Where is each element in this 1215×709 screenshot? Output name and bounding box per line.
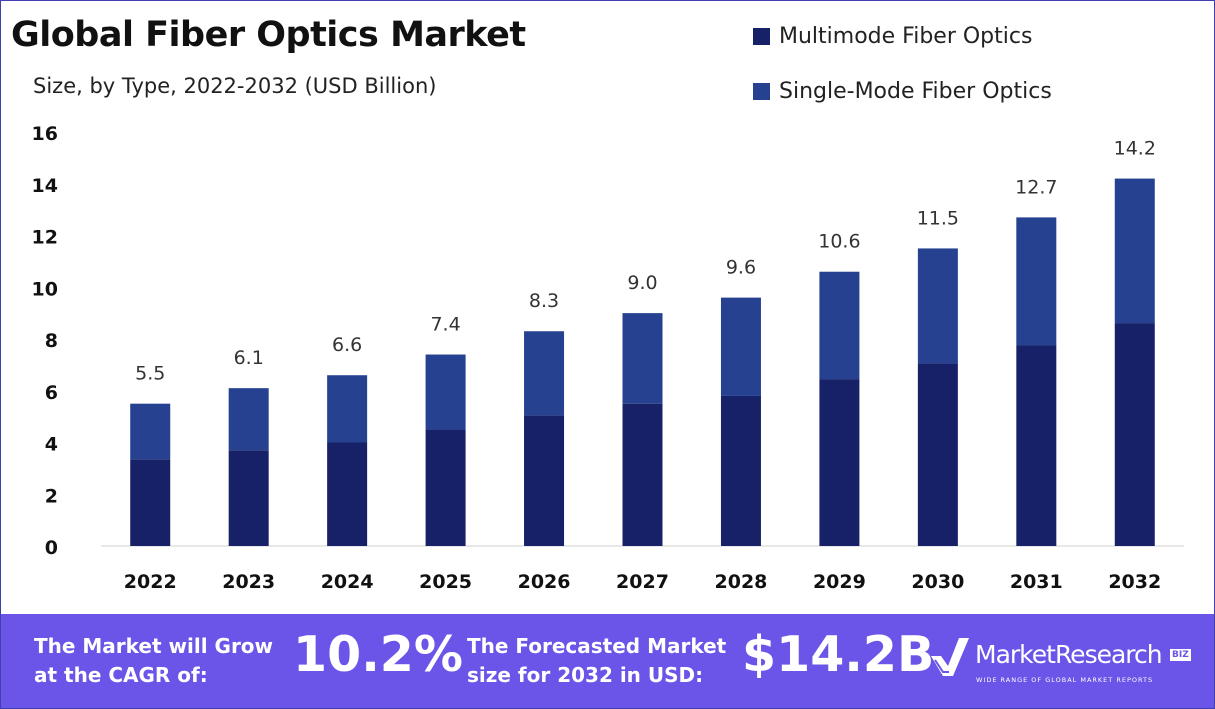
brand-badge: BIZ (1170, 649, 1191, 661)
bar-total-label: 6.1 (234, 347, 264, 369)
bar-segment-single-mode (130, 403, 171, 460)
bar-segment-multimode (622, 403, 663, 546)
x-tick-label: 2032 (1108, 571, 1161, 593)
bar-segment-single-mode (622, 313, 663, 404)
bar-segment-single-mode (425, 354, 466, 430)
legend: Multimode Fiber Optics Single-Mode Fiber… (753, 19, 1052, 129)
bar-chart: 0 2 4 6 8 10 12 14 16 5.5 2022 6.1 2023 6.6 2024 7.4 202… (32, 123, 1184, 593)
chart-subtitle: Size, by Type, 2022-2032 (USD Billion) (33, 74, 437, 98)
cagr-value: 10.2% (293, 626, 463, 683)
bar-segment-single-mode (917, 248, 958, 364)
bar-total-label: 5.5 (135, 363, 165, 385)
bar-segment-multimode (1016, 345, 1057, 546)
x-tick-label: 2023 (222, 571, 275, 593)
x-tick-label: 2029 (813, 571, 866, 593)
bar-segment-single-mode (228, 388, 269, 451)
bar-total-label: 11.5 (917, 207, 959, 229)
legend-item-multimode: Multimode Fiber Optics (753, 19, 1052, 53)
legend-item-single-mode: Single-Mode Fiber Optics (753, 74, 1052, 108)
bar-segment-multimode (1114, 323, 1155, 546)
brand-name: MarketResearch (975, 640, 1163, 669)
x-tick-label: 2027 (616, 571, 669, 593)
y-tick-label: 6 (45, 382, 58, 404)
bar-total-label: 10.6 (818, 231, 860, 253)
bar-segment-single-mode (524, 331, 565, 416)
bar-segment-multimode (524, 415, 565, 546)
forecast-label: The Forecasted Market size for 2032 in U… (467, 634, 727, 687)
y-tick-label: 10 (32, 278, 58, 300)
bar-segment-multimode (228, 450, 269, 546)
y-tick-label: 12 (32, 227, 58, 249)
y-tick-label: 14 (32, 175, 58, 197)
bar-total-label: 12.7 (1015, 176, 1057, 198)
legend-label-multimode: Multimode Fiber Optics (779, 23, 1033, 49)
legend-swatch-multimode (753, 27, 770, 45)
y-tick-label: 0 (45, 537, 58, 559)
x-tick-label: 2025 (419, 571, 472, 593)
brand-tagline: WIDE RANGE OF GLOBAL MARKET REPORTS (976, 676, 1154, 684)
legend-label-single-mode: Single-Mode Fiber Optics (779, 78, 1052, 104)
bar-total-label: 7.4 (430, 314, 460, 336)
x-tick-label: 2031 (1010, 571, 1063, 593)
x-tick-label: 2024 (321, 571, 374, 593)
y-tick-label: 4 (45, 434, 58, 456)
bar-total-label: 8.3 (529, 290, 559, 312)
bar-segment-multimode (130, 459, 171, 546)
bar-segment-single-mode (819, 271, 860, 380)
y-tick-label: 8 (45, 330, 58, 352)
legend-swatch-single-mode (753, 82, 770, 100)
x-tick-label: 2022 (124, 571, 177, 593)
forecast-value: $14.2B (742, 626, 935, 683)
checkmark-logo-icon (931, 638, 969, 676)
x-tick-label: 2028 (715, 571, 768, 593)
bar-segment-multimode (917, 363, 958, 546)
bar-total-label: 14.2 (1114, 138, 1156, 160)
x-tick-label: 2026 (518, 571, 571, 593)
bar-segment-multimode (819, 379, 860, 546)
bar-segment-single-mode (720, 297, 761, 396)
bar-segment-single-mode (1016, 217, 1057, 346)
chart-title: Global Fiber Optics Market (11, 15, 526, 55)
bar-segment-multimode (720, 395, 761, 546)
x-tick-label: 2030 (911, 571, 964, 593)
y-tick-label: 2 (45, 485, 58, 507)
bar-segment-single-mode (327, 375, 368, 443)
brand-logo: MarketResearch BIZ WIDE RANGE OF GLOBAL … (929, 636, 1209, 692)
footer-banner: The Market will Grow at the CAGR of: 10.… (1, 614, 1214, 708)
bar-total-label: 9.6 (726, 257, 756, 279)
bar-total-label: 6.6 (332, 334, 362, 356)
bar-total-label: 9.0 (627, 272, 657, 294)
cagr-label: The Market will Grow at the CAGR of: (34, 634, 274, 687)
bar-segment-multimode (327, 442, 368, 546)
bar-segment-single-mode (1114, 178, 1155, 324)
y-tick-label: 16 (32, 123, 58, 145)
bar-segment-multimode (425, 429, 466, 546)
